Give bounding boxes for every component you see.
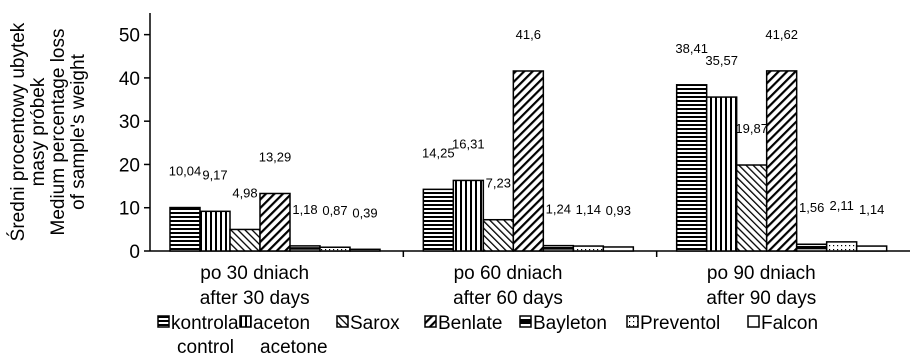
y-axis-title: Średni procentowy ubytek masy próbek Mediu… [7, 22, 89, 241]
legend-label: control [177, 337, 234, 358]
data-label: 38,41 [675, 41, 708, 56]
legend-label: kontrola [171, 313, 239, 334]
data-label: 1,24 [546, 202, 571, 217]
y-tick-label: 50 [119, 26, 140, 47]
data-label: 13,29 [259, 149, 292, 164]
bar [349, 248, 381, 252]
bar [705, 96, 738, 252]
y-tick-label: 20 [119, 155, 140, 176]
data-label: 19,87 [735, 121, 768, 136]
bar-fill-band [796, 245, 827, 250]
data-label: 2,11 [829, 198, 853, 213]
data-label: 14,25 [422, 145, 455, 160]
y-tick-label: 0 [129, 242, 140, 263]
bar [482, 218, 515, 252]
data-label: 16,31 [452, 136, 485, 151]
data-label: 1,14 [859, 202, 884, 217]
legend-swatch [157, 315, 170, 328]
bar [422, 188, 455, 252]
y-tick-label: 30 [119, 112, 140, 133]
data-label: 35,57 [705, 53, 738, 68]
bar-fill-band [290, 247, 320, 250]
bar [319, 246, 351, 252]
bar [765, 70, 798, 252]
legend-swatch [747, 315, 760, 328]
y-tick-label: 40 [119, 69, 140, 90]
legend-label: Preventol [640, 313, 720, 334]
legend-swatch-band [520, 319, 531, 324]
bar [825, 241, 858, 252]
data-label: 1,14 [576, 202, 601, 217]
data-labels: 10,04 14,25 38,41 9,17 16,31 35,57 4,98 7,23 19,… [169, 27, 885, 220]
bar [199, 210, 231, 252]
legend-label: Sarox [350, 313, 400, 334]
data-label: 4,98 [232, 185, 257, 200]
data-label: 0,39 [352, 205, 377, 220]
data-label: 0,87 [322, 203, 347, 218]
bar [169, 206, 201, 252]
legend-label: Bayleton [533, 313, 607, 334]
legend-label: Falcon [761, 313, 818, 334]
legend-swatch [239, 315, 252, 328]
x-category-label: after 60 days [453, 288, 563, 309]
legend-swatch [626, 315, 639, 328]
y-axis: 0 10 20 30 40 50 [119, 13, 151, 263]
bar [512, 70, 545, 252]
bar [675, 84, 708, 252]
x-axis: po 30 dniach after 30 days po 60 dniach aft… [150, 250, 910, 309]
y-axis-title-line: masy próbek [28, 77, 49, 186]
x-category-label: po 60 dniach [454, 263, 563, 284]
legend-swatch [424, 315, 437, 328]
legend: kontrola control aceton acetone Sarox Benlate… [157, 313, 818, 358]
legend-label: Benlate [438, 313, 502, 334]
data-label: 1,56 [799, 200, 824, 215]
x-category-label: po 90 dniach [707, 263, 816, 284]
bar [855, 245, 888, 252]
x-category-label: po 30 dniach [200, 263, 309, 284]
y-axis-title-line: of sample's weight [68, 53, 89, 209]
x-category-label: after 90 days [706, 288, 816, 309]
data-label: 9,17 [202, 167, 227, 182]
bar [735, 164, 768, 252]
bars [169, 70, 888, 252]
data-label: 7,23 [486, 176, 511, 191]
y-axis-title-line: Medium percentage loss [48, 29, 69, 236]
data-label: 41,62 [765, 27, 798, 42]
bar [229, 228, 261, 252]
y-tick-label: 10 [119, 199, 140, 220]
bar [602, 246, 635, 252]
x-category-label: after 30 days [200, 288, 310, 309]
bar-fill-band [543, 246, 574, 250]
legend-label: acetone [260, 337, 328, 358]
legend-swatch [336, 315, 349, 328]
data-label: 10,04 [169, 164, 202, 179]
bar [452, 179, 485, 252]
legend-label: aceton [253, 313, 310, 334]
data-label: 1,18 [292, 202, 317, 217]
data-label: 41,6 [516, 27, 541, 42]
bar [572, 245, 605, 252]
y-axis-title-line: Średni procentowy ubytek [7, 22, 29, 241]
bar [259, 192, 291, 252]
data-label: 0,93 [606, 203, 631, 218]
